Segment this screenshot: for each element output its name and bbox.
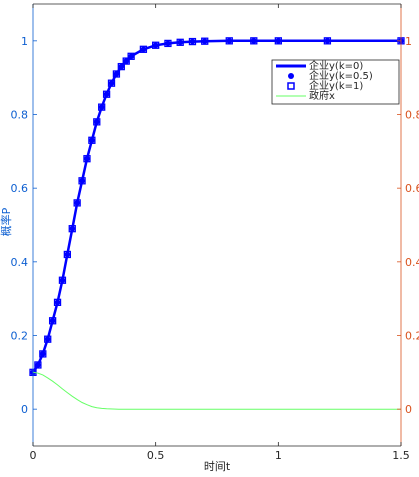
series-point-square — [93, 118, 101, 126]
series-point-square — [39, 350, 47, 358]
series-point-square — [102, 90, 111, 98]
x-tick-label: 1 — [275, 449, 282, 462]
y-axis-label-left: 概率P — [0, 207, 13, 236]
series-point-square — [44, 335, 52, 343]
series-point-square — [48, 317, 57, 325]
series-point-dot — [103, 91, 110, 98]
series-line-3 — [32, 371, 401, 410]
legend-label-enterprise-k05: 企业y(k=0.5) — [309, 69, 373, 82]
series-point-dot — [140, 46, 147, 53]
series-point-dot — [35, 362, 41, 368]
y-tick-label-left: 1 — [21, 35, 28, 48]
series-point-square — [127, 52, 135, 60]
series-point-dot — [49, 317, 56, 324]
series-point-square — [58, 276, 67, 284]
series-point-dot — [59, 277, 66, 284]
legend: 企业y(k=0) 企业y(k=0.5) 企业y(k=1) 政府x — [271, 59, 400, 105]
series-point-dot — [275, 38, 282, 44]
y-tick-label-right: 0.6 — [405, 182, 419, 195]
series-point-dot — [177, 39, 183, 46]
series-layer — [29, 37, 405, 410]
series-point-square — [250, 37, 258, 45]
series-point-dot — [189, 38, 196, 45]
series-point-dot — [84, 155, 90, 162]
series-point-dot — [74, 200, 80, 206]
series-point-dot — [165, 40, 171, 47]
series-point-square — [83, 155, 91, 163]
series-point-square — [73, 199, 81, 207]
series-point-dot — [251, 38, 257, 44]
series-point-dot — [201, 38, 208, 45]
series-point-dot — [226, 38, 233, 44]
legend-swatch-enterprise-k1 — [287, 82, 295, 90]
x-axis-label: 时间t — [204, 460, 231, 473]
x-tick-label: 0 — [30, 449, 37, 462]
legend-label-government: 政府x — [309, 89, 335, 102]
legend-label-enterprise-k0: 企业y(k=0) — [309, 59, 363, 72]
legend-swatch-enterprise-k05 — [288, 73, 294, 79]
series-point-dot — [79, 178, 85, 184]
series-point-dot — [40, 351, 46, 357]
series-point-square — [98, 103, 106, 111]
series-point-square — [225, 37, 233, 45]
y-tick-label-left: 0 — [21, 403, 28, 416]
y-tick-label-right: 0.4 — [405, 256, 419, 269]
series-point-square — [323, 37, 332, 45]
series-point-square — [68, 225, 76, 233]
series-point-dot — [44, 336, 51, 342]
y-tick-label-right: 0.8 — [405, 109, 419, 122]
series-point-square — [112, 70, 121, 78]
series-point-dot — [69, 225, 76, 232]
series-point-square — [53, 298, 62, 307]
ticks-layer: 0 0.5 1 1.5 0 0.2 0.4 0.6 0.8 1 0 0.2 0.4 0.6 0.8 1 — [11, 4, 419, 462]
y-tick-label-left: 0.6 — [11, 182, 29, 195]
series-point-dot — [98, 104, 105, 110]
series-point-dot — [64, 251, 71, 258]
x-tick-label: 0.5 — [147, 449, 165, 462]
series-point-dot — [89, 137, 95, 144]
series-point-dot — [54, 299, 61, 306]
legend-label-enterprise-k1: 企业y(k=1) — [309, 79, 363, 92]
series-point-square — [274, 37, 282, 45]
series-point-square — [107, 79, 116, 87]
series-point-square — [117, 62, 125, 71]
series-point-square — [78, 177, 86, 185]
series-point-dot — [108, 80, 115, 86]
series-point-square — [164, 39, 172, 48]
series-point-square — [63, 250, 71, 259]
series-point-square — [152, 41, 160, 49]
series-point-square — [122, 57, 130, 65]
y-tick-label-left: 0.4 — [11, 256, 29, 269]
series-point-dot — [324, 38, 331, 44]
series-point-dot — [118, 63, 125, 70]
y-tick-label-right: 0.2 — [405, 330, 419, 343]
series-point-square — [201, 37, 209, 45]
y-tick-label-right: 0 — [405, 403, 412, 416]
y-tick-label-left: 0.2 — [11, 330, 29, 343]
series-point-square — [34, 361, 42, 369]
x-tick-label: 1.5 — [392, 449, 410, 462]
series-point-square — [176, 38, 184, 46]
series-point-dot — [93, 119, 100, 125]
axes-layer — [32, 3, 402, 447]
series-point-square — [188, 37, 197, 46]
series-point-dot — [113, 71, 120, 77]
series-point-dot — [152, 42, 159, 49]
y-tick-label-left: 0.8 — [11, 109, 29, 122]
y-tick-label-right: 1 — [405, 35, 412, 48]
series-point-square — [139, 45, 148, 53]
series-point-square — [88, 136, 96, 144]
